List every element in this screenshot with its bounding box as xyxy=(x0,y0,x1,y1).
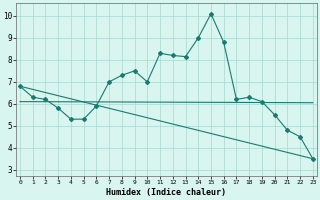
X-axis label: Humidex (Indice chaleur): Humidex (Indice chaleur) xyxy=(107,188,227,197)
